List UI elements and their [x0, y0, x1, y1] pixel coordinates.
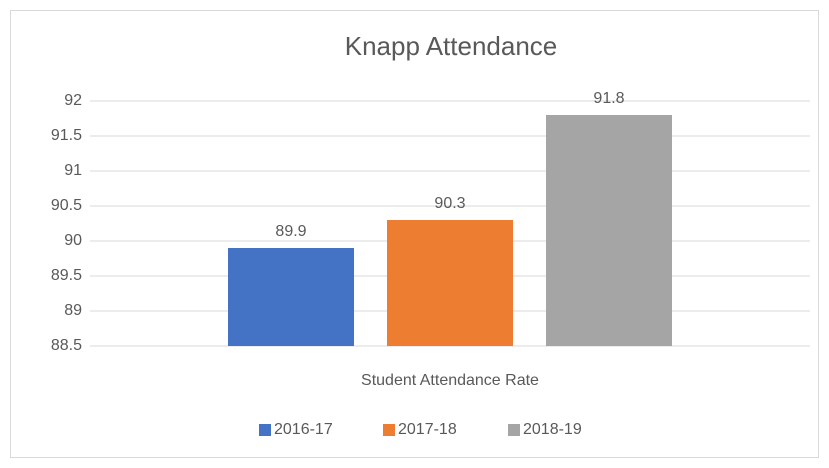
y-tick-label: 91.5	[51, 127, 82, 144]
y-tick-label: 88.5	[51, 337, 82, 354]
y-tick-label: 90.5	[51, 197, 82, 214]
bar	[546, 115, 672, 346]
data-label: 91.8	[593, 90, 624, 107]
legend-swatch	[259, 424, 271, 436]
x-tick-label: Student Attendance Rate	[361, 372, 539, 389]
bar	[228, 248, 354, 346]
legend-swatch	[508, 424, 520, 436]
chart-title: Knapp Attendance	[345, 31, 558, 61]
legend-label: 2016-17	[274, 421, 333, 438]
y-tick-label: 89	[64, 302, 82, 319]
bar	[387, 220, 513, 346]
legend-label: 2018-19	[523, 421, 582, 438]
legend-label: 2017-18	[398, 421, 457, 438]
data-label: 90.3	[434, 195, 465, 212]
y-tick-label: 92	[64, 92, 82, 109]
data-label: 89.9	[275, 223, 306, 240]
legend-swatch	[383, 424, 395, 436]
y-tick-label: 91	[64, 162, 82, 179]
y-tick-label: 89.5	[51, 267, 82, 284]
y-tick-label: 90	[64, 232, 82, 249]
